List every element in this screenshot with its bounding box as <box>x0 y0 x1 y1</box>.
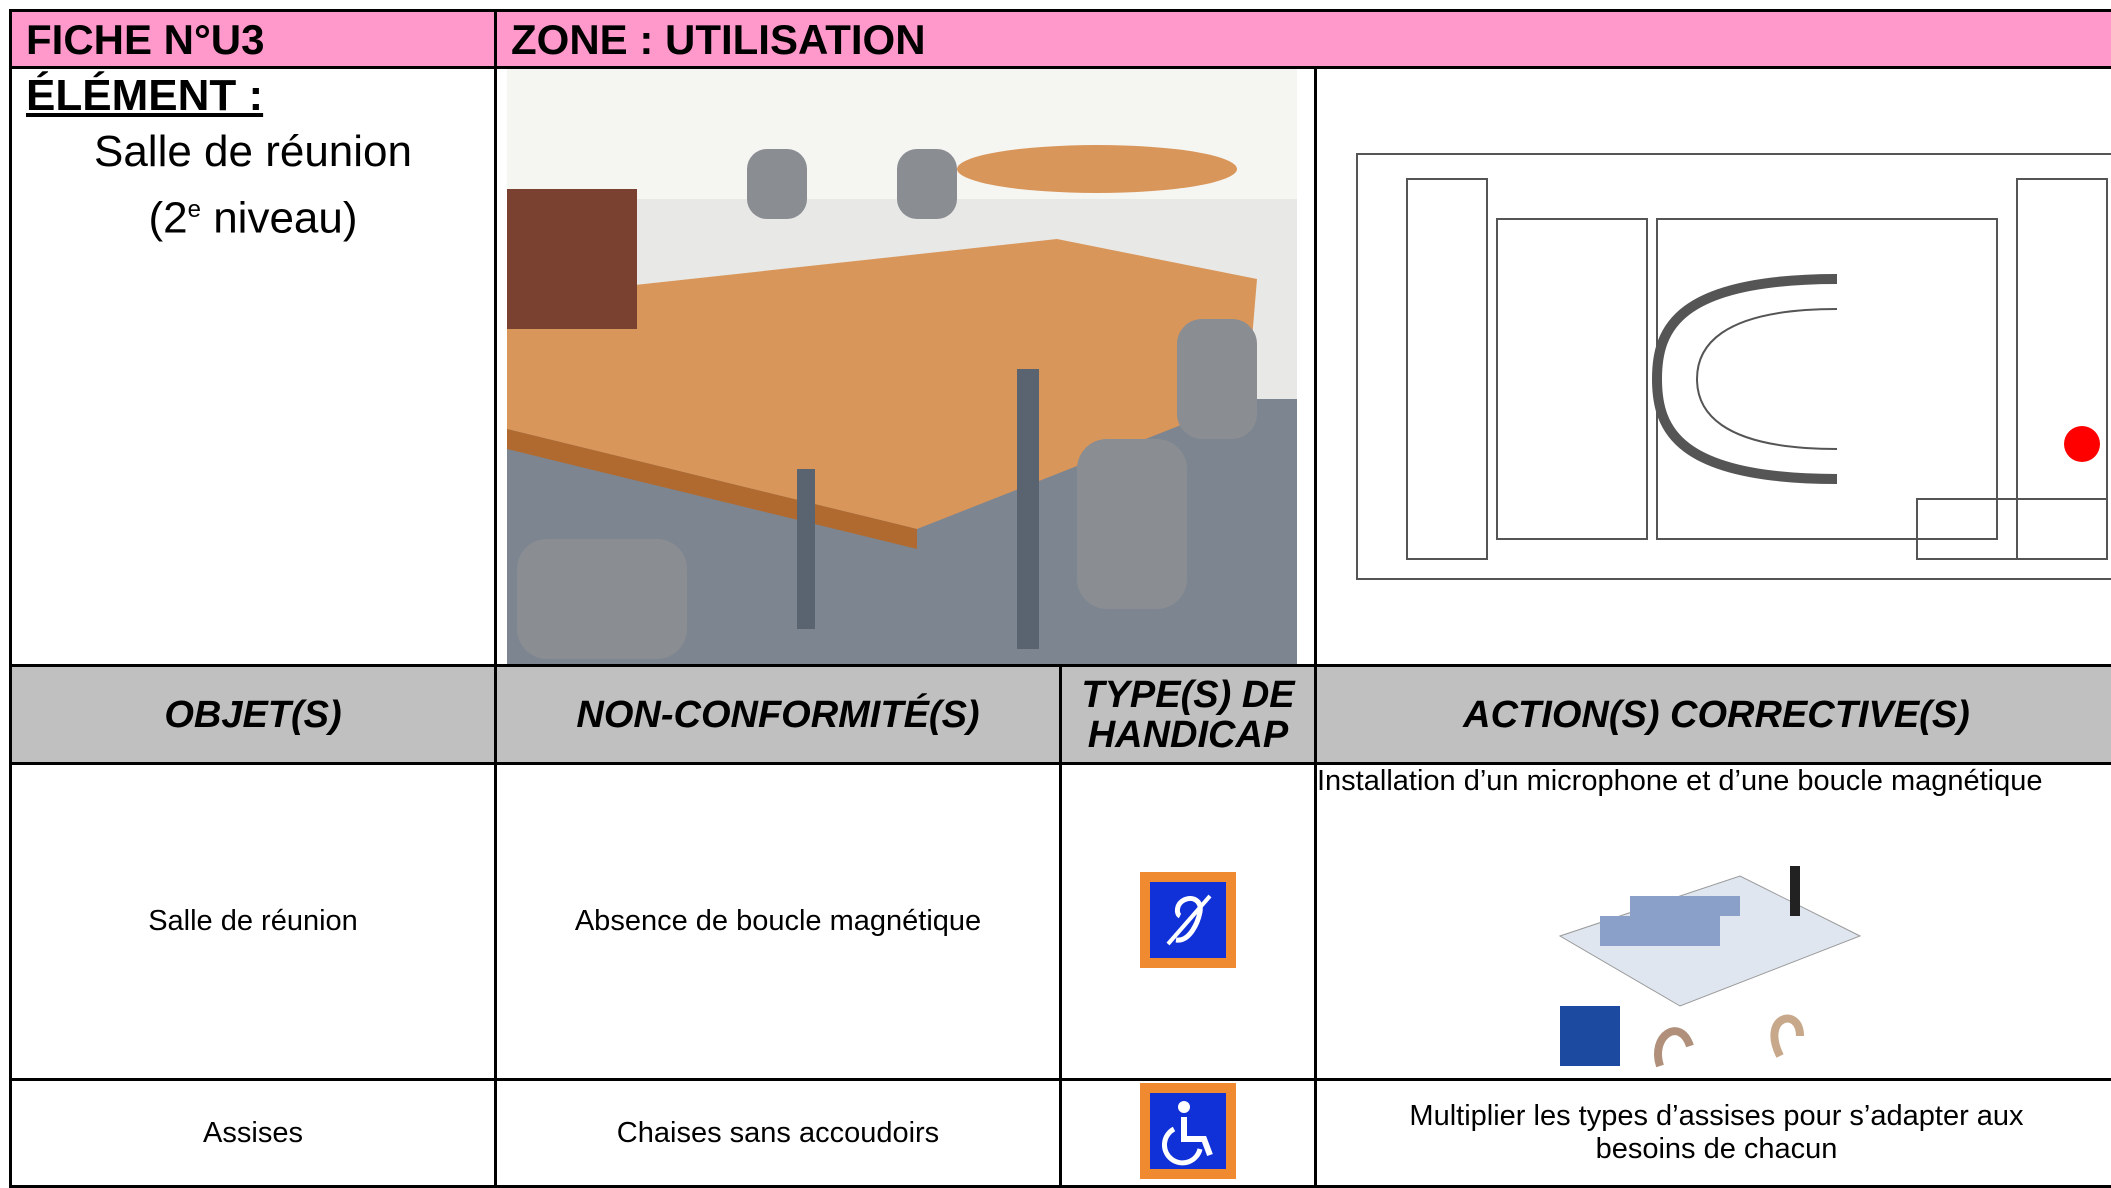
object-cell: Assises <box>9 1078 497 1188</box>
element-name: Salle de réunion <box>93 127 412 176</box>
loop-illustration <box>1540 816 1880 1076</box>
loop-drawing <box>1558 866 1862 1068</box>
zone-cell: ZONE : UTILISATION <box>494 9 2111 69</box>
fiche: FICHE N°U3 <box>26 16 265 63</box>
object-cell: Salle de réunion <box>9 762 497 1081</box>
hearing-glyph <box>1166 894 1212 946</box>
column-header: NON-CONFORMITÉ(S) <box>494 664 1062 765</box>
column-header: ACTION(S) CORRECTIVE(S) <box>1314 664 2111 765</box>
photo-cell <box>494 66 1317 667</box>
level-sup: e <box>187 196 201 223</box>
zone: ZONE : UTILISATION <box>511 16 926 63</box>
level-open: (2 <box>148 193 188 243</box>
level-close: niveau) <box>200 193 358 243</box>
wheelchair-icon <box>1140 1083 1236 1179</box>
column-header: TYPE(S) DE HANDICAP <box>1059 664 1317 765</box>
element-level: (2e niveau) <box>12 181 494 248</box>
issue-cell: Absence de boucle magnétique <box>494 762 1062 1081</box>
column-header: OBJET(S) <box>9 664 497 765</box>
plan-cell <box>1314 66 2111 667</box>
hearing-icon <box>1140 872 1236 968</box>
issue-cell: Chaises sans accoudoirs <box>494 1078 1062 1188</box>
photo <box>507 69 1297 664</box>
element-label: ÉLÉMENT : <box>26 71 264 120</box>
element-cell: ÉLÉMENT : Salle de réunion (2e niveau) <box>9 66 497 667</box>
floor-plan <box>1356 153 2111 580</box>
fiche-cell: FICHE N°U3 <box>9 9 497 69</box>
action-cell: Multiplier les types d’assises pour s’ad… <box>1314 1078 2111 1188</box>
wheelchair-glyph <box>1162 1101 1213 1166</box>
